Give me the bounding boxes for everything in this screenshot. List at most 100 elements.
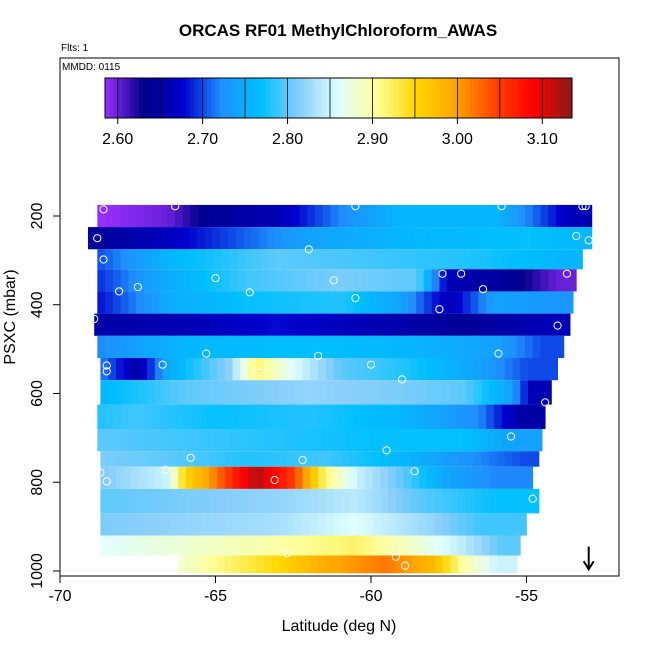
heatmap-cell [524, 204, 534, 228]
heatmap-cell [496, 466, 506, 489]
heatmap-cell [105, 335, 114, 358]
heatmap-cell [243, 227, 252, 250]
heatmap-band [100, 513, 527, 536]
heatmap-cell [100, 451, 109, 467]
heatmap-cell [170, 358, 179, 381]
heatmap-cell [232, 380, 241, 405]
heatmap-cell [263, 513, 272, 536]
heatmap-cell [563, 291, 572, 314]
heatmap-cell [478, 291, 487, 314]
heatmap-cell [193, 488, 202, 514]
heatmap-cell [143, 335, 153, 358]
heatmap-cell [361, 404, 370, 429]
heatmap-cell [349, 380, 358, 405]
heatmap-cell [426, 488, 436, 514]
heatmap-cell [263, 380, 272, 405]
heatmap-cell [185, 535, 195, 556]
heatmap-cell [524, 429, 534, 452]
colorbar-strip [465, 78, 471, 118]
colorbar-strip [355, 78, 361, 118]
colorbar-strip [215, 78, 221, 118]
heatmap-cell [307, 204, 316, 228]
heatmap-cell [105, 269, 114, 292]
heatmap-cell [190, 204, 199, 228]
heatmap-cell [318, 466, 327, 489]
heatmap-cell [442, 488, 451, 514]
sample-point [537, 538, 547, 547]
heatmap-cell [403, 513, 412, 536]
heatmap-cell [325, 555, 335, 574]
heatmap-cell [416, 204, 425, 228]
heatmap-cell [528, 488, 537, 514]
heatmap-cell [470, 204, 479, 228]
heatmap-cell [283, 204, 293, 228]
heatmap-cell [403, 535, 412, 556]
heatmap-cell [311, 313, 321, 336]
heatmap-cell [257, 313, 266, 336]
heatmap-cell [380, 488, 389, 514]
heatmap-cell [123, 513, 132, 536]
heatmap-cell [338, 291, 347, 314]
heatmap-cell [408, 291, 417, 314]
heatmap-cell [537, 313, 546, 336]
heatmap-cell [361, 429, 370, 452]
heatmap-cell [481, 451, 490, 467]
heatmap-cell [156, 313, 165, 336]
heatmap-cell [162, 451, 171, 467]
heatmap-cell [492, 227, 501, 250]
colorbar-strip [321, 78, 327, 118]
heatmap-cell [397, 313, 406, 336]
heatmap-cell [338, 204, 347, 228]
heatmap-cell [315, 249, 324, 270]
heatmap-cell [364, 488, 373, 514]
colorbar-strip [504, 78, 509, 118]
heatmap-cell [325, 513, 335, 536]
heatmap-cell [504, 513, 513, 536]
sample-point [541, 398, 550, 407]
heatmap-cell [341, 535, 350, 556]
colorbar-strip [185, 78, 191, 118]
colorbar-strip [521, 78, 526, 118]
heatmap-cell [579, 204, 588, 228]
heatmap-cell [489, 513, 498, 536]
sample-point [578, 202, 587, 211]
heatmap-cell [128, 269, 137, 292]
heatmap-cell [185, 513, 195, 536]
heatmap-cell [489, 451, 498, 467]
heatmap-cell [128, 404, 137, 429]
heatmap-cell [462, 204, 471, 228]
heatmap-cell [395, 513, 405, 536]
heatmap-cell [540, 335, 549, 358]
heatmap-cell [112, 291, 122, 314]
heatmap-cell [217, 380, 226, 405]
heatmap-cell [248, 358, 257, 381]
colorbar-strip [495, 78, 501, 118]
heatmap-cell [496, 488, 506, 514]
heatmap-cell [266, 227, 275, 250]
heatmap-cell [310, 358, 319, 381]
heatmap-cell [139, 466, 148, 489]
sample-point [282, 549, 292, 558]
heatmap-cell [504, 451, 513, 467]
heatmap-cell [125, 313, 134, 336]
heatmap-cell [357, 451, 366, 467]
heatmap-cell [470, 335, 479, 358]
heatmap-cell [108, 535, 117, 556]
heatmap-cell [268, 204, 277, 228]
heatmap-cell [147, 466, 156, 489]
heatmap-cell [209, 358, 218, 381]
heatmap-cell [521, 313, 531, 336]
colorbar-strip [406, 78, 412, 118]
heatmap-cell [338, 249, 347, 270]
heatmap-cell [310, 451, 319, 467]
sample-point [245, 288, 254, 297]
heatmap-cell [481, 358, 490, 381]
heatmap-cell [411, 466, 420, 489]
sample-point [270, 475, 279, 485]
heatmap-cell [509, 291, 518, 314]
heatmap-cell [367, 227, 377, 250]
heatmap-cell [349, 451, 358, 467]
heatmap-cell [100, 466, 109, 489]
heatmap-cell [170, 535, 179, 556]
heatmap-cell [458, 380, 467, 405]
